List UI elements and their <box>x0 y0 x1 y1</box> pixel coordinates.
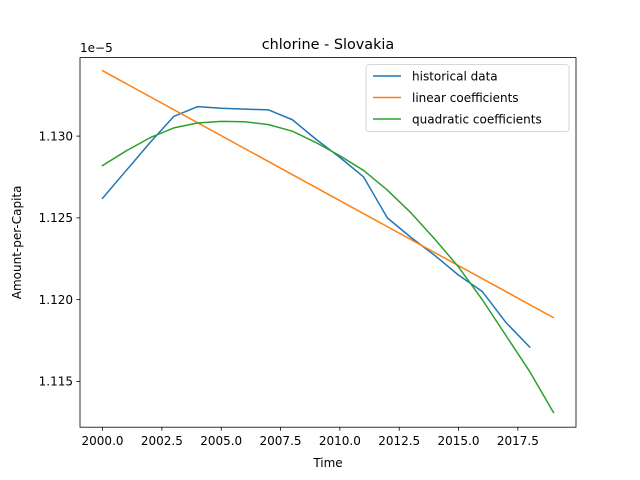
series-lines <box>101 69 555 414</box>
legend-label-quadratic-coefficients: quadratic coefficients <box>412 112 542 126</box>
x-tick-label: 2010.0 <box>319 434 361 448</box>
legend-box <box>365 64 570 132</box>
x-axis-ticks: 2000.0 2002.5 2005.0 2007.5 2010.0 2012.5 2015… <box>82 427 539 448</box>
x-tick-label: 2017.5 <box>497 434 539 448</box>
x-axis-label: Time <box>312 456 342 470</box>
series-line-quadratic-coefficients <box>101 120 555 414</box>
legend-label-linear-coefficients: linear coefficients <box>412 91 519 105</box>
y-axis-offset-label: 1e−5 <box>80 41 113 55</box>
x-tick-label: 2000.0 <box>82 434 124 448</box>
x-tick-label: 2012.5 <box>378 434 420 448</box>
plot-frame <box>79 57 577 428</box>
x-tick-label: 2005.0 <box>200 434 242 448</box>
y-tick-label: 1.125 <box>39 211 73 225</box>
y-tick-label: 1.120 <box>39 293 73 307</box>
legend: historical data linear coefficients quadra… <box>365 64 570 132</box>
series-line-historical-data <box>101 105 531 349</box>
x-tick-label: 2007.5 <box>260 434 302 448</box>
y-axis-label: Amount-per-Capita <box>10 186 24 300</box>
y-tick-label: 1.115 <box>39 375 73 389</box>
legend-label-historical-data: historical data <box>412 69 498 83</box>
chart-title: chlorine - Slovakia <box>262 37 395 53</box>
x-tick-label: 2002.5 <box>141 434 183 448</box>
y-axis-ticks: 1.115 1.120 1.125 1.130 <box>39 129 80 389</box>
x-tick-label: 2015.0 <box>438 434 480 448</box>
series-line-linear-coefficients <box>101 69 555 319</box>
y-tick-label: 1.130 <box>39 129 73 143</box>
